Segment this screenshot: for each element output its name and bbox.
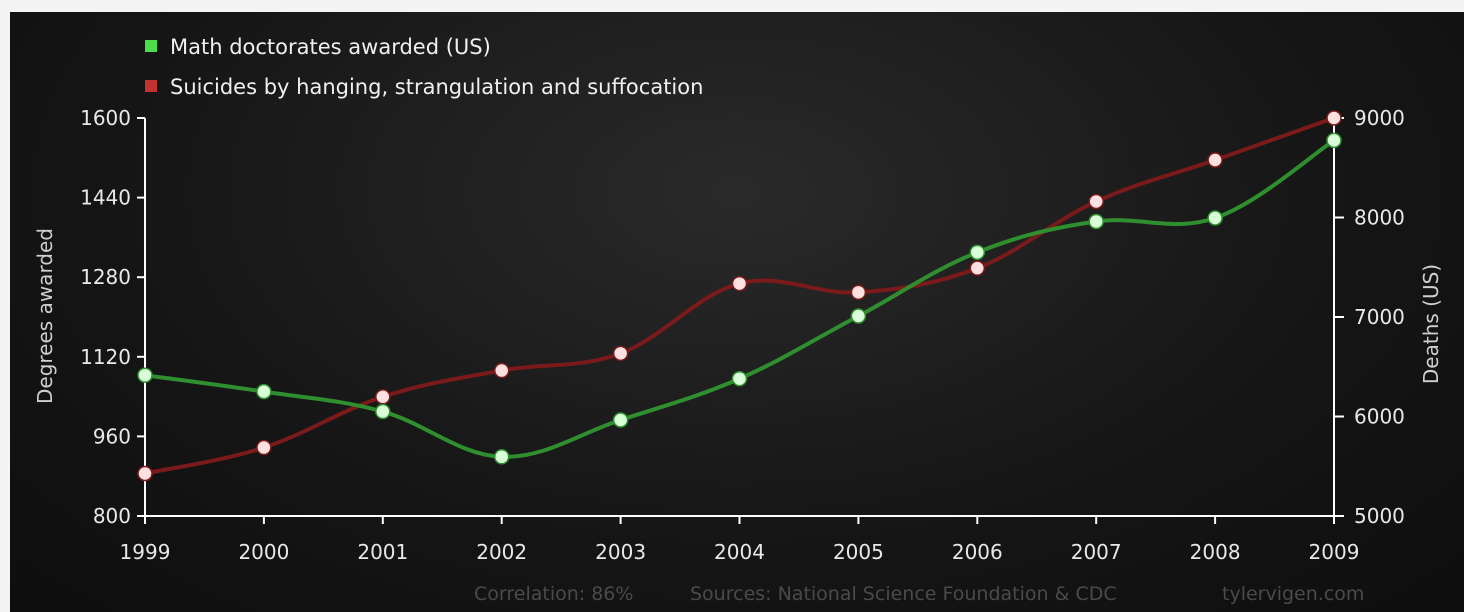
right-tick-label: 6000 — [1354, 405, 1405, 429]
data-point-suicides — [1207, 152, 1223, 168]
x-tick-label: 2000 — [238, 540, 289, 564]
data-point-math — [493, 449, 510, 465]
legend-label-math: Math doctorates awarded (US) — [170, 35, 491, 59]
ticks-layer: 1999 2000 2001 2002 2003 2004 2005 2006 2007 2008… — [80, 106, 1405, 564]
data-point-math — [612, 412, 629, 428]
legend-marker-math — [145, 40, 157, 52]
footer-sources: Sources: National Science Foundation & C… — [690, 583, 1117, 605]
data-point-math — [1207, 210, 1223, 226]
data-point-suicides — [969, 260, 986, 276]
footer-correlation: Correlation: 86% — [474, 583, 633, 605]
x-tick-label: 2009 — [1309, 540, 1360, 564]
x-tick-label: 2003 — [595, 540, 646, 564]
x-tick-label: 2006 — [952, 540, 1003, 564]
chart-frame — [10, 12, 1464, 612]
data-point-math — [850, 308, 867, 324]
right-axis-title: Deaths (US) — [1419, 264, 1443, 384]
x-tick-label: 2007 — [1071, 540, 1122, 564]
data-point-suicides — [256, 439, 272, 456]
right-tick-label: 8000 — [1354, 206, 1405, 230]
right-tick-label: 9000 — [1354, 106, 1405, 130]
data-point-math — [256, 383, 272, 400]
data-point-suicides — [612, 345, 629, 362]
left-axis-title: Degrees awarded — [33, 228, 57, 404]
left-tick-label: 1120 — [80, 345, 131, 369]
x-tick-label: 2004 — [714, 540, 765, 564]
x-tick-label: 2002 — [476, 540, 527, 564]
data-point-math — [375, 403, 391, 420]
right-tick-label: 5000 — [1354, 504, 1405, 528]
data-point-suicides — [1326, 110, 1342, 126]
data-point-suicides — [493, 362, 510, 379]
data-point-suicides — [1088, 193, 1104, 210]
left-tick-label: 1280 — [80, 265, 131, 289]
data-point-suicides — [375, 389, 391, 405]
left-tick-label: 1440 — [80, 186, 131, 210]
series-line-math — [143, 138, 1336, 459]
left-tick-label: 800 — [93, 504, 131, 528]
data-point-math — [731, 370, 748, 387]
x-tick-label: 1999 — [120, 540, 171, 564]
footer: Correlation: 86% Sources: National Scien… — [474, 583, 1364, 605]
data-point-math — [137, 367, 153, 383]
x-tick-label: 2001 — [357, 540, 408, 564]
series-line-suicides — [143, 116, 1336, 476]
left-tick-label: 960 — [93, 424, 131, 448]
data-point-suicides — [850, 284, 867, 301]
left-tick-label: 1600 — [80, 106, 131, 130]
x-tick-label: 2005 — [833, 540, 884, 564]
data-point-suicides — [731, 275, 748, 292]
data-point-math — [1088, 213, 1104, 230]
data-point-math — [969, 244, 986, 261]
legend-label-suicides: Suicides by hanging, strangulation and s… — [170, 75, 703, 99]
right-tick-label: 7000 — [1354, 305, 1405, 329]
series-layer — [137, 110, 1342, 482]
data-point-math — [1326, 132, 1342, 149]
data-point-suicides — [137, 465, 153, 482]
x-tick-label: 2008 — [1190, 540, 1241, 564]
footer-site: tylervigen.com — [1222, 583, 1364, 605]
legend: Math doctorates awarded (US) Suicides by… — [145, 35, 703, 99]
legend-marker-suicides — [145, 80, 157, 92]
